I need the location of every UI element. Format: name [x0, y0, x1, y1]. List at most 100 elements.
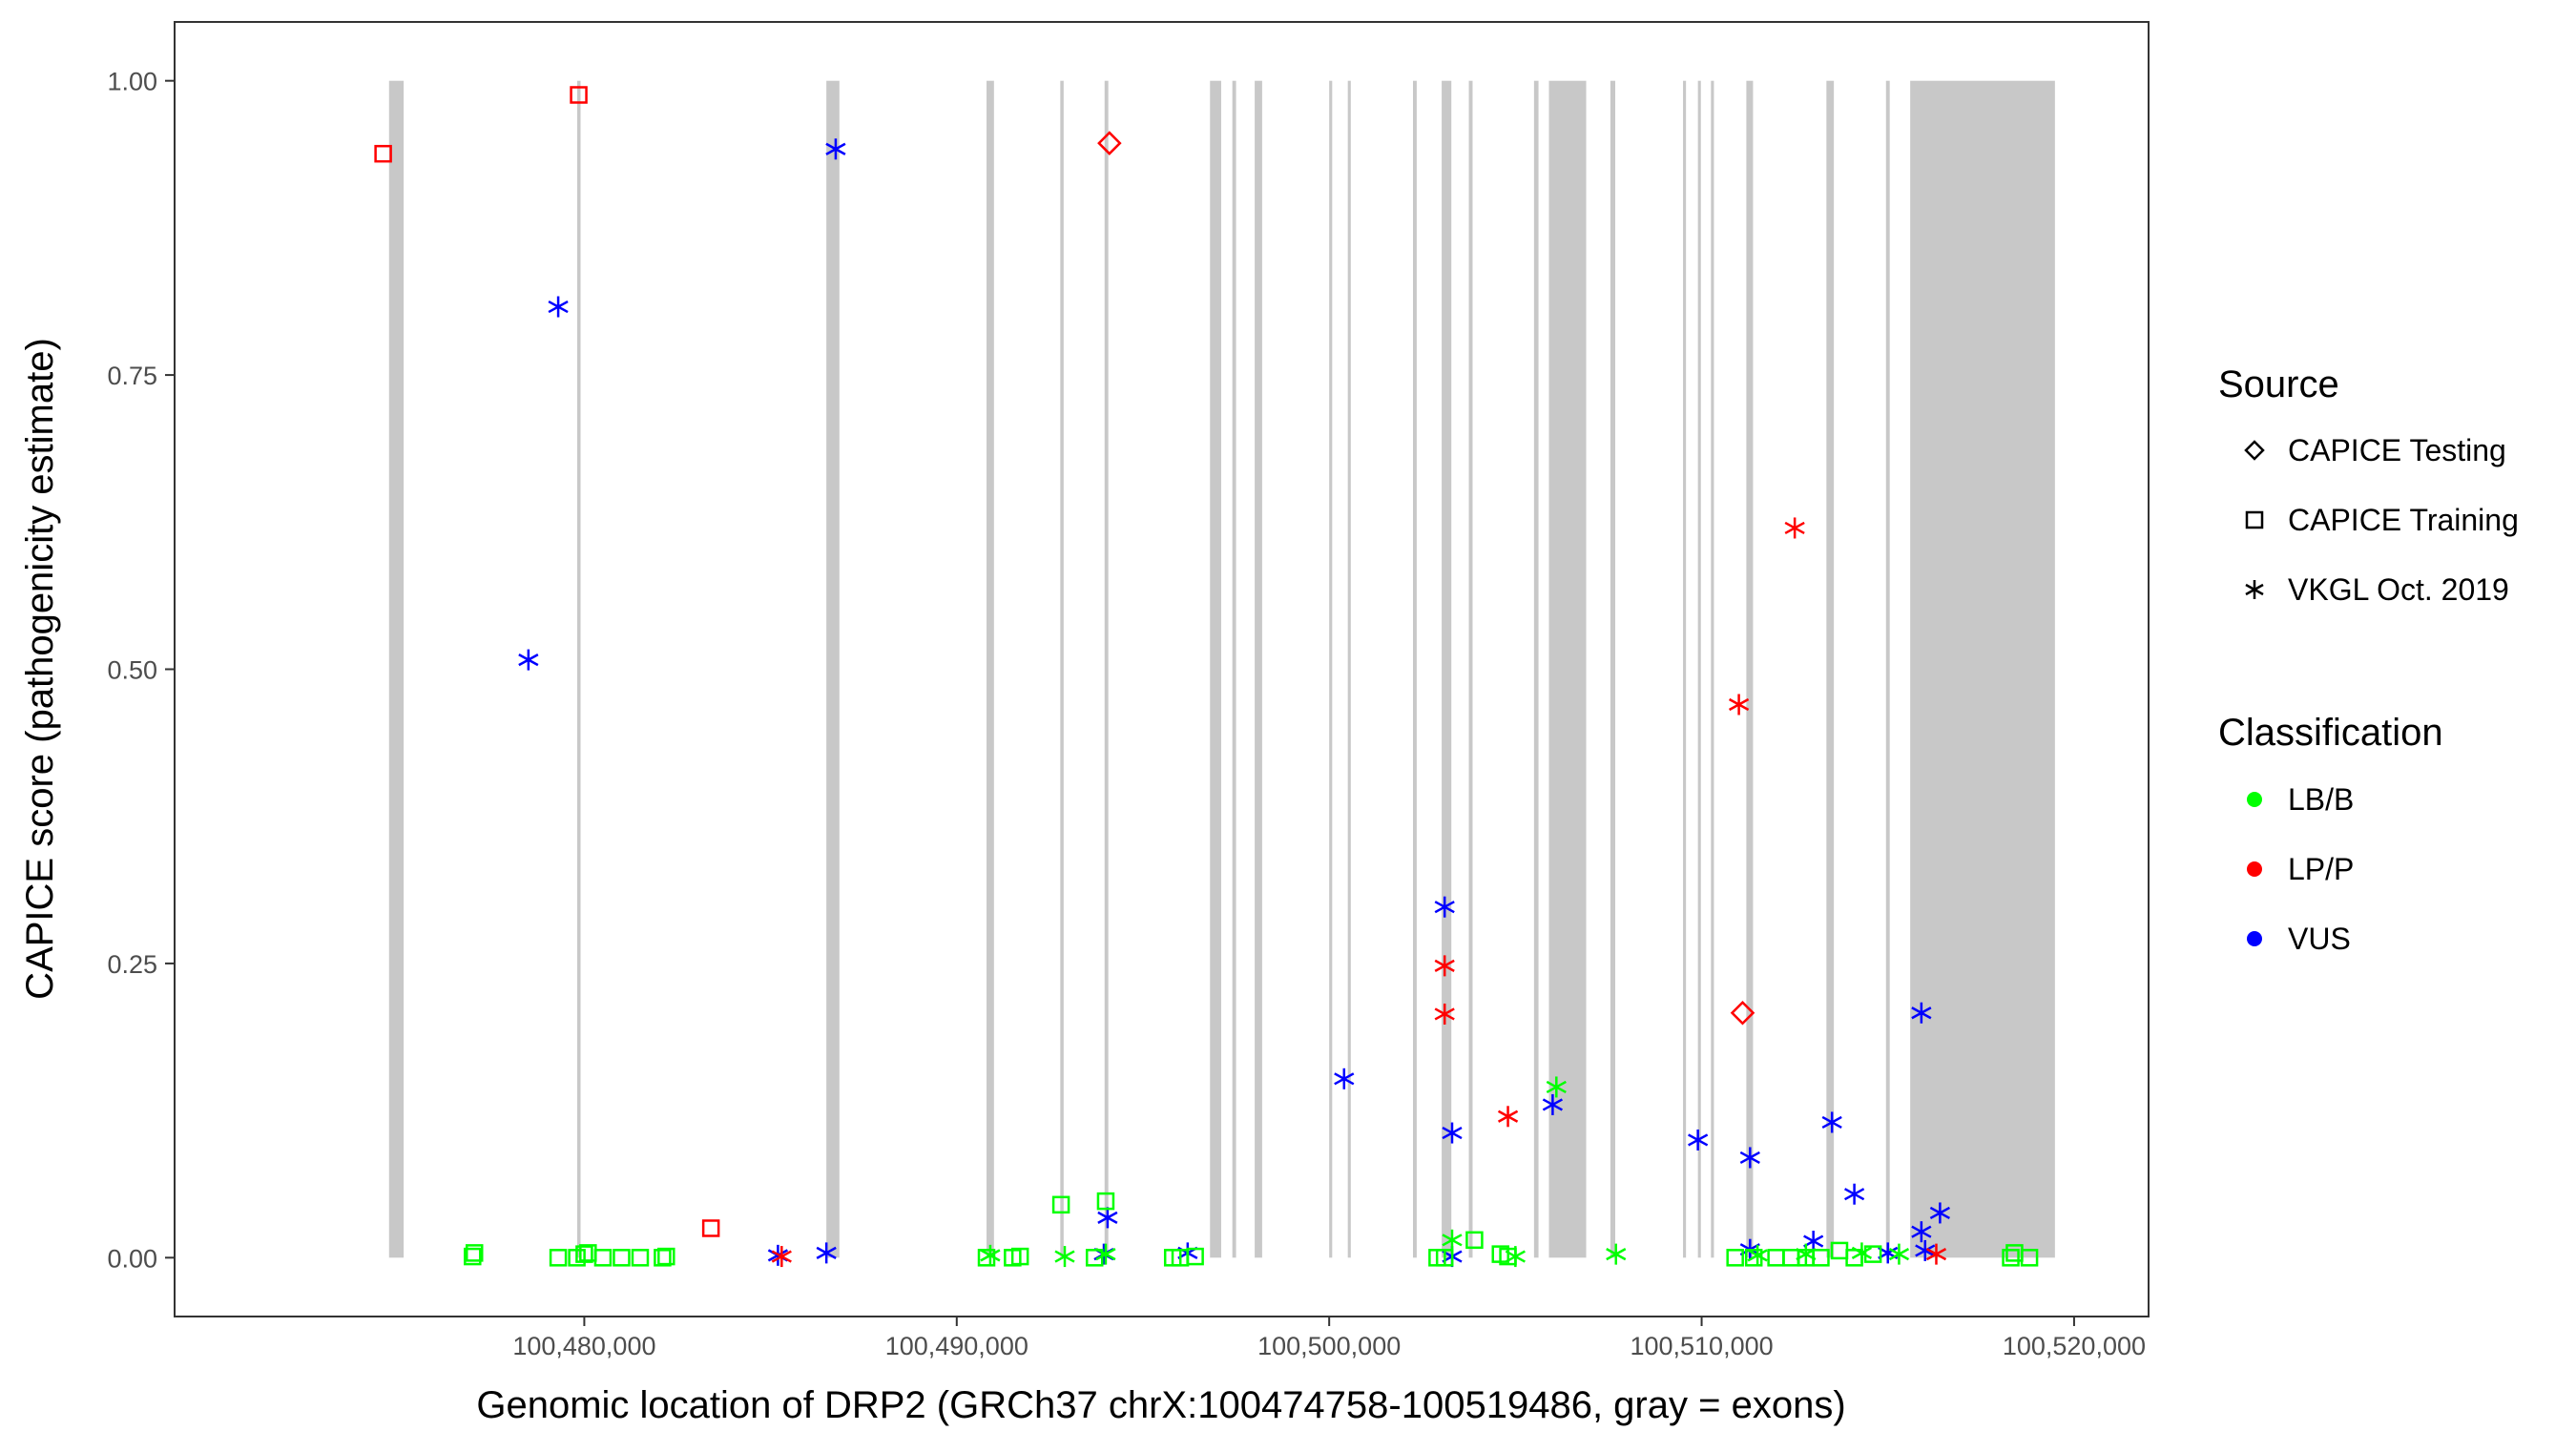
plot-panel-background [175, 22, 2149, 1317]
data-point-asterisk [1434, 896, 1455, 918]
exon-bands [388, 80, 2055, 1258]
y-tick-label: 1.00 [107, 68, 157, 96]
exon-band [1711, 80, 1714, 1258]
exon-band [1347, 80, 1351, 1258]
data-point-square [1010, 1247, 1029, 1266]
data-point-asterisk [816, 1242, 837, 1264]
data-point-asterisk [1739, 1147, 1760, 1169]
data-point-asterisk [1497, 1106, 1519, 1128]
exon-band [1442, 80, 1452, 1258]
legend-key-lpp: LP/P [2247, 852, 2354, 886]
data-point-diamond [1730, 1000, 1755, 1026]
x-tick-label: 100,520,000 [2003, 1332, 2146, 1360]
exon-band [987, 80, 994, 1258]
data-point-asterisk [1546, 1076, 1567, 1098]
exon-band [1885, 80, 1890, 1258]
exon-band [1610, 80, 1615, 1258]
y-tick-label: 0.75 [107, 362, 157, 390]
data-point-asterisk [1843, 1183, 1865, 1205]
legend-key-vkgl: VKGL Oct. 2019 [2245, 572, 2509, 607]
data-point-square [1435, 1249, 1454, 1267]
data-point-square [1744, 1249, 1763, 1267]
exon-band [1104, 80, 1109, 1258]
blue-dot [2247, 931, 2262, 946]
data-point-asterisk [1434, 1003, 1455, 1025]
data-point-square [1812, 1249, 1830, 1267]
x-axis-title: Genomic location of DRP2 (GRCh37 chrX:10… [476, 1384, 1845, 1426]
exon-band [1413, 80, 1417, 1258]
exon-band [1210, 80, 1221, 1258]
data-point-square [1096, 1192, 1115, 1211]
data-point-asterisk [980, 1244, 1001, 1266]
y-tick-label: 0.00 [107, 1244, 157, 1273]
exon-band [1683, 80, 1687, 1258]
data-point-asterisk [1821, 1111, 1842, 1133]
exon-band [1060, 80, 1064, 1258]
data-point-asterisk [1097, 1207, 1118, 1229]
data-point-square [374, 144, 392, 163]
legend-label-vkgl: VKGL Oct. 2019 [2288, 572, 2509, 607]
exon-band [1910, 80, 2055, 1258]
exon-band [1697, 80, 1701, 1258]
data-point-square [977, 1249, 996, 1267]
exon-band [1746, 80, 1754, 1258]
data-point-square [549, 1249, 568, 1267]
data-point-asterisk [1688, 1129, 1709, 1151]
square-symbol [2245, 510, 2264, 529]
data-point-square [464, 1247, 482, 1266]
legend-label-lpp: LP/P [2288, 852, 2354, 886]
data-point-asterisk [1784, 517, 1805, 539]
y-axis-title: CAPICE score (pathogenicity estimate) [19, 338, 61, 1000]
legend-source: Source CAPICE Testing CAPICE Training VK… [2218, 363, 2519, 607]
x-tick-label: 100,510,000 [1630, 1332, 1773, 1360]
data-point-asterisk [771, 1246, 792, 1268]
data-point-square [1186, 1247, 1204, 1266]
data-point-square [466, 1244, 484, 1262]
exon-band [576, 80, 581, 1258]
data-point-square [2020, 1249, 2039, 1267]
data-point-asterisk [548, 296, 569, 318]
exon-band [1232, 80, 1236, 1258]
data-point-asterisk [1334, 1068, 1355, 1089]
legend-key-capice-testing: CAPICE Testing [2244, 433, 2506, 467]
data-point-asterisk [1606, 1243, 1627, 1265]
x-tick-label: 100,500,000 [1257, 1332, 1401, 1360]
green-dot [2247, 792, 2262, 807]
data-point-asterisk [1542, 1093, 1563, 1115]
legend-key-capice-training: CAPICE Training [2245, 503, 2519, 537]
x-axis: 100,480,000 100,490,000 100,500,000 100,510… [512, 1317, 2146, 1360]
data-point-square [613, 1249, 631, 1267]
data-point-square [701, 1219, 720, 1237]
data-point-asterisk [1929, 1202, 1950, 1224]
data-point-square [1051, 1195, 1070, 1214]
legend-key-vus: VUS [2247, 922, 2351, 956]
data-point-asterisk [1442, 1229, 1463, 1251]
data-point-square [1863, 1245, 1882, 1263]
legend-source-title: Source [2218, 363, 2339, 405]
legend-classification-title: Classification [2218, 712, 2443, 754]
data-point-asterisk [825, 138, 846, 160]
data-point-diamond [1097, 131, 1122, 156]
data-point-asterisk [1054, 1246, 1075, 1268]
data-point-asterisk [1925, 1243, 1947, 1265]
asterisk-symbol [2245, 580, 2264, 599]
data-point-asterisk [1728, 694, 1750, 716]
exon-band [1548, 80, 1587, 1258]
legend-label-lbb: LB/B [2288, 782, 2354, 817]
data-point-asterisk [1911, 1221, 1932, 1243]
legend-classification: Classification LB/B LP/P VUS [2218, 712, 2443, 956]
exon-band [1826, 80, 1835, 1258]
data-point-square [1085, 1249, 1104, 1267]
data-point-asterisk [1915, 1239, 1936, 1261]
data-point-square [2002, 1249, 2020, 1267]
data-point-asterisk [1888, 1243, 1910, 1265]
data-point-square [1465, 1231, 1484, 1250]
data-point-asterisk [1911, 1002, 1932, 1024]
y-tick-label: 0.50 [107, 656, 157, 685]
data-point-square [1845, 1249, 1863, 1267]
data-point-square [1499, 1247, 1517, 1266]
legend-key-lbb: LB/B [2247, 782, 2354, 817]
data-point-square [570, 86, 588, 104]
data-point-square [631, 1249, 650, 1267]
